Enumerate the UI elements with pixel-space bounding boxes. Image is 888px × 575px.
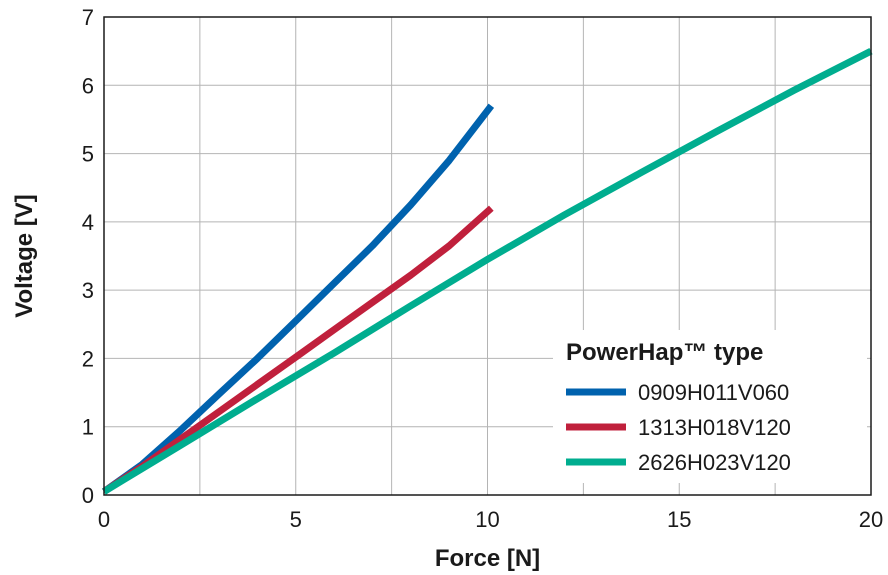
series-line-2626H023V120 <box>102 47 873 495</box>
x-tick-label: 15 <box>667 507 691 532</box>
y-axis-title: Voltage [V] <box>11 194 38 318</box>
tick-labels: 0 5 10 15 20 0 1 2 3 4 5 6 7 <box>82 5 883 532</box>
x-axis-title: Force [N] <box>435 545 540 572</box>
series-line-0909H011V060 <box>101 103 495 495</box>
legend-label-2626H023V120: 2626H023V120 <box>638 450 791 475</box>
legend-items: 0909H011V060 1313H018V120 2626H023V120 <box>566 380 791 475</box>
y-tick-label: 5 <box>82 142 94 167</box>
y-tick-label: 1 <box>82 415 94 440</box>
x-tick-label: 10 <box>475 507 499 532</box>
legend-label-0909H011V060: 0909H011V060 <box>638 380 789 405</box>
legend-background <box>553 330 867 483</box>
legend-title: PowerHap™ type <box>566 339 763 366</box>
series-line-1313H018V120 <box>102 205 494 495</box>
y-tick-label: 4 <box>82 210 94 235</box>
x-tick-label: 5 <box>290 507 302 532</box>
grid <box>104 17 871 495</box>
x-tick-label: 20 <box>859 507 883 532</box>
y-tick-label: 6 <box>82 73 94 98</box>
y-tick-label: 2 <box>82 346 94 371</box>
y-tick-label: 3 <box>82 278 94 303</box>
x-tick-label: 0 <box>98 507 110 532</box>
y-tick-label: 0 <box>82 483 94 508</box>
y-tick-label: 7 <box>82 5 94 30</box>
plot-frame <box>103 16 872 496</box>
legend-label-1313H018V120: 1313H018V120 <box>638 415 791 440</box>
series-lines <box>101 47 873 495</box>
legend: PowerHap™ type 0909H011V060 1313H018V120 2… <box>553 330 867 483</box>
